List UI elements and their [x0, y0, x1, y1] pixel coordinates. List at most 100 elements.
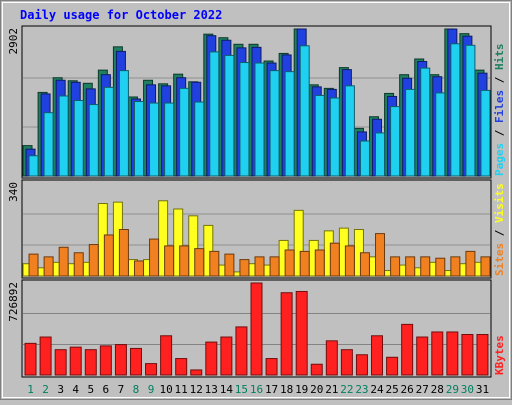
x-tick-label-22: 22: [340, 383, 353, 396]
x-tick-label-18: 18: [280, 383, 293, 396]
bar-kbytes-16: [250, 282, 263, 376]
bar-sites-9: [149, 238, 160, 277]
bar-sites-3: [58, 246, 69, 277]
bar-sites-19: [299, 250, 310, 277]
x-tick-label-2: 2: [42, 383, 49, 396]
bar-sites-29: [450, 256, 461, 277]
x-tick-label-5: 5: [87, 383, 94, 396]
x-tick-label-4: 4: [72, 383, 79, 396]
bar-pages-10: [164, 102, 175, 177]
bar-sites-16: [254, 256, 265, 277]
x-tick-label-19: 19: [295, 383, 308, 396]
bar-sites-26: [405, 256, 416, 277]
bar-pages-29: [450, 43, 461, 177]
x-tick-label-15: 15: [235, 383, 248, 396]
bar-visits-11: [173, 208, 184, 277]
bar-sites-1: [28, 253, 39, 277]
bar-sites-7: [118, 229, 129, 277]
bar-pages-2: [43, 112, 54, 177]
x-tick-label-9: 9: [148, 383, 155, 396]
bar-kbytes-13: [205, 341, 218, 376]
x-tick-label-13: 13: [205, 383, 218, 396]
bar-pages-1: [28, 155, 39, 177]
x-tick-label-8: 8: [133, 383, 140, 396]
bar-pages-9: [149, 102, 160, 177]
x-tick-label-24: 24: [370, 383, 384, 396]
legend-separator: /: [493, 123, 506, 143]
bar-kbytes-27: [416, 336, 429, 376]
bar-pages-16: [254, 62, 265, 177]
x-tick-label-20: 20: [310, 383, 323, 396]
bar-pages-30: [465, 44, 476, 177]
bar-kbytes-19: [295, 290, 308, 376]
bar-pages-21: [329, 97, 340, 177]
bar-kbytes-24: [371, 335, 384, 376]
bar-visits-19: [293, 209, 304, 277]
bar-sites-6: [103, 234, 114, 277]
y-max-label: 726892: [7, 282, 20, 322]
bar-kbytes-15: [235, 326, 248, 376]
bar-kbytes-12: [190, 369, 203, 376]
legend-kbytes: KBytes: [493, 335, 506, 375]
bar-sites-10: [164, 245, 175, 277]
bar-sites-23: [359, 252, 370, 277]
bar-kbytes-2: [39, 336, 52, 376]
bar-pages-27: [420, 67, 431, 177]
legend-pages: Pages: [493, 143, 506, 176]
bar-sites-15: [239, 259, 250, 277]
bar-sites-25: [390, 256, 401, 277]
x-tick-label-29: 29: [446, 383, 459, 396]
bar-pages-24: [375, 132, 386, 177]
bar-visits-10: [158, 200, 169, 277]
bar-pages-25: [390, 106, 401, 177]
bar-pages-4: [73, 100, 84, 177]
bar-kbytes-20: [310, 363, 323, 376]
x-tick-label-16: 16: [250, 383, 263, 396]
bar-kbytes-14: [220, 336, 233, 376]
bar-kbytes-18: [280, 292, 293, 376]
bar-kbytes-28: [431, 331, 444, 376]
x-tick-label-6: 6: [103, 383, 110, 396]
bar-sites-12: [194, 248, 205, 277]
bar-sites-5: [88, 244, 99, 277]
bar-kbytes-17: [265, 358, 278, 376]
bar-kbytes-22: [340, 349, 353, 376]
side-legend-kbytes: KBytes: [493, 335, 506, 375]
bar-kbytes-11: [175, 358, 188, 376]
x-tick-label-3: 3: [57, 383, 64, 396]
x-tick-label-17: 17: [265, 383, 278, 396]
bar-pages-3: [58, 95, 69, 177]
bar-sites-30: [465, 250, 476, 277]
bar-pages-17: [269, 70, 280, 177]
series-visits: [22, 200, 485, 277]
panel-visits_sites: 340 Sites / Visits: [7, 179, 506, 279]
bar-sites-20: [314, 249, 325, 277]
bar-kbytes-26: [401, 323, 414, 376]
panel-hits_files_pages: 2902 Pages / Files / Hits: [7, 25, 506, 179]
x-tick-label-7: 7: [118, 383, 125, 396]
chart-title: Daily usage for October 2022: [20, 8, 222, 22]
bar-kbytes-10: [160, 335, 173, 376]
bar-pages-14: [224, 54, 235, 177]
bar-sites-24: [375, 233, 386, 277]
legend-separator: /: [493, 70, 506, 90]
bar-kbytes-6: [99, 345, 112, 376]
bar-kbytes-31: [476, 333, 489, 376]
x-tick-label-31: 31: [476, 383, 489, 396]
bar-pages-11: [179, 87, 190, 177]
bar-kbytes-4: [69, 346, 82, 376]
bar-sites-27: [420, 256, 431, 277]
bar-kbytes-5: [84, 349, 97, 376]
bar-kbytes-7: [114, 344, 127, 376]
x-tick-label-10: 10: [159, 383, 172, 396]
x-tick-label-14: 14: [220, 383, 234, 396]
series-pages: [28, 43, 491, 177]
bar-sites-18: [284, 249, 295, 277]
bar-sites-22: [344, 245, 355, 277]
bar-kbytes-8: [129, 347, 142, 376]
bar-pages-15: [239, 62, 250, 177]
bar-sites-13: [209, 250, 220, 277]
bar-sites-8: [133, 260, 144, 277]
bar-kbytes-29: [446, 331, 459, 376]
legend-sites: Sites: [493, 243, 506, 276]
